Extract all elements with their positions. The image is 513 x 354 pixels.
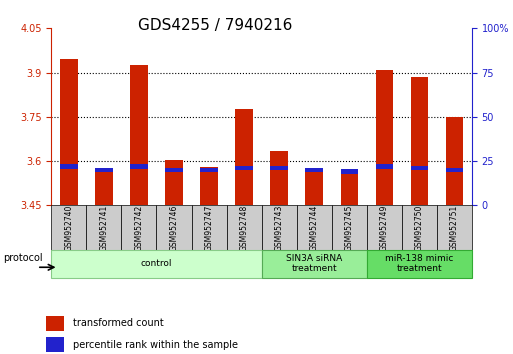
FancyBboxPatch shape xyxy=(227,205,262,250)
Text: GSM952747: GSM952747 xyxy=(205,204,213,251)
FancyBboxPatch shape xyxy=(86,205,122,250)
FancyBboxPatch shape xyxy=(262,250,367,278)
Text: GSM952742: GSM952742 xyxy=(134,204,144,251)
Bar xyxy=(235,109,253,205)
Bar xyxy=(376,164,393,169)
FancyBboxPatch shape xyxy=(191,205,227,250)
Bar xyxy=(235,166,253,170)
Text: GSM952744: GSM952744 xyxy=(310,204,319,251)
FancyBboxPatch shape xyxy=(51,250,262,278)
Text: SIN3A siRNA
treatment: SIN3A siRNA treatment xyxy=(286,254,342,273)
FancyBboxPatch shape xyxy=(437,205,472,250)
Text: transformed count: transformed count xyxy=(73,318,164,329)
Bar xyxy=(376,70,393,205)
Bar xyxy=(410,166,428,170)
Text: miR-138 mimic
treatment: miR-138 mimic treatment xyxy=(385,254,453,273)
Bar xyxy=(341,171,358,205)
Text: percentile rank within the sample: percentile rank within the sample xyxy=(73,339,239,350)
FancyBboxPatch shape xyxy=(156,205,191,250)
Text: GSM952749: GSM952749 xyxy=(380,204,389,251)
Bar xyxy=(200,167,218,205)
Bar xyxy=(60,59,77,205)
Text: GDS4255 / 7940216: GDS4255 / 7940216 xyxy=(139,18,292,33)
FancyBboxPatch shape xyxy=(262,205,297,250)
FancyBboxPatch shape xyxy=(122,205,156,250)
Bar xyxy=(200,168,218,172)
FancyBboxPatch shape xyxy=(46,337,64,352)
Bar xyxy=(410,77,428,205)
Bar xyxy=(270,151,288,205)
Text: control: control xyxy=(141,259,172,268)
FancyBboxPatch shape xyxy=(367,250,472,278)
Bar xyxy=(95,168,113,172)
Bar xyxy=(305,170,323,205)
Bar xyxy=(446,168,463,172)
Bar xyxy=(305,168,323,172)
Text: GSM952751: GSM952751 xyxy=(450,204,459,251)
FancyBboxPatch shape xyxy=(367,205,402,250)
Bar xyxy=(95,169,113,205)
Text: GSM952740: GSM952740 xyxy=(64,204,73,251)
Text: protocol: protocol xyxy=(3,253,43,263)
Bar xyxy=(446,117,463,205)
Text: GSM952741: GSM952741 xyxy=(100,204,108,251)
Text: GSM952748: GSM952748 xyxy=(240,204,249,251)
Bar xyxy=(165,160,183,205)
FancyBboxPatch shape xyxy=(297,205,332,250)
FancyBboxPatch shape xyxy=(51,205,86,250)
FancyBboxPatch shape xyxy=(402,205,437,250)
Text: GSM952746: GSM952746 xyxy=(169,204,179,251)
Text: GSM952743: GSM952743 xyxy=(274,204,284,251)
Text: GSM952745: GSM952745 xyxy=(345,204,354,251)
Bar xyxy=(130,65,148,205)
FancyBboxPatch shape xyxy=(332,205,367,250)
Text: GSM952750: GSM952750 xyxy=(415,204,424,251)
FancyBboxPatch shape xyxy=(46,316,64,331)
Bar xyxy=(270,166,288,170)
Bar xyxy=(165,168,183,172)
Bar xyxy=(60,164,77,169)
Bar xyxy=(130,164,148,169)
Bar xyxy=(341,170,358,174)
